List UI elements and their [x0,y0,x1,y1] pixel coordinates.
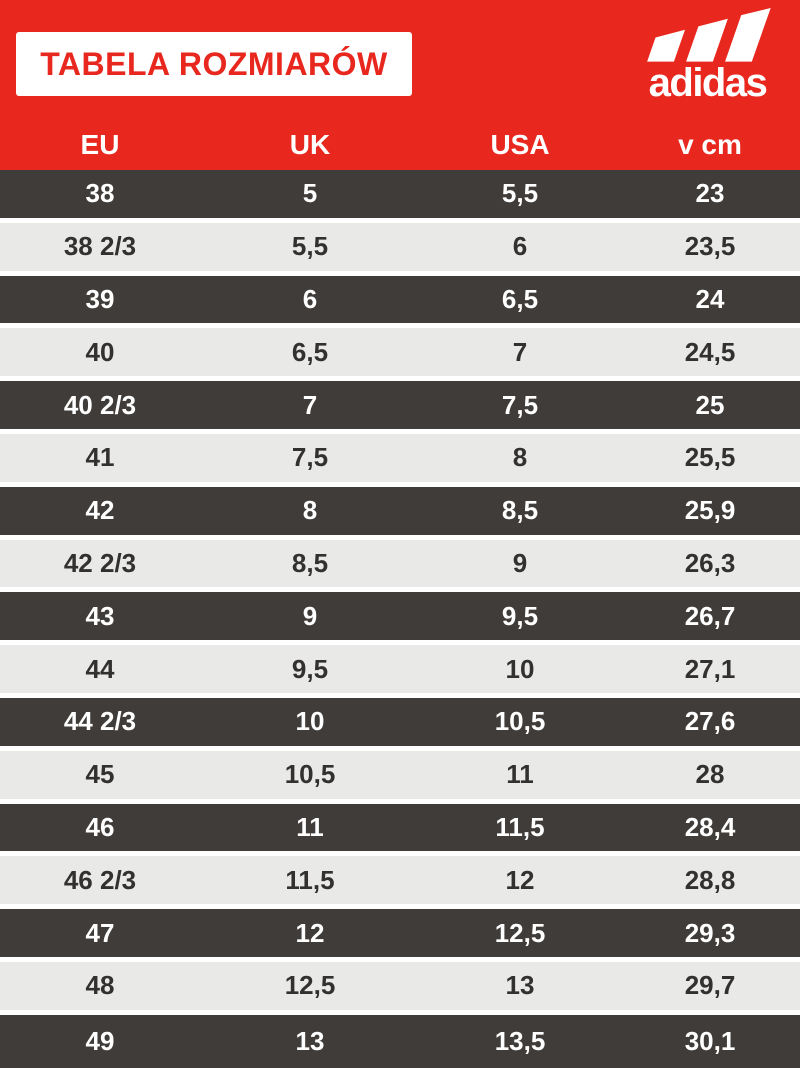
table-cell: 42 [85,495,115,526]
table-cell: 48 [85,970,115,1001]
table-cell: 7 [512,336,528,367]
adidas-logo: adidas [625,8,790,103]
table-cell: 38 [85,178,115,209]
table-cell: 24,5 [684,336,736,367]
table-cell: 23,5 [684,231,736,262]
table-cell: 9 [302,600,318,631]
table-row: 40 6,5 7 24,5 [0,328,800,382]
table-cell: 27,1 [684,653,736,684]
table-cell: 11 [506,759,534,790]
table-row: 44 9,5 10 27,1 [0,645,800,698]
table-cell: 39 [85,283,115,314]
table-cell: 26,3 [684,547,736,578]
table-row: 49 13 13,5 30,1 [0,1014,800,1068]
table-cell: 25 [695,389,725,420]
table-cell: 10 [505,653,535,684]
table-cell: 13 [295,1025,325,1056]
adidas-stripes-icon [646,8,771,62]
table-cell: 45 [85,759,115,790]
table-cell: 6,5 [501,283,539,314]
table-cell: 30,1 [684,1025,736,1056]
table-cell: 25,9 [684,495,736,526]
table-cell: 26,7 [684,600,736,631]
table-row: 39 6 6,5 24 [0,275,800,329]
table-cell: 46 2/3 [63,864,137,895]
table-cell: 46 [85,811,115,842]
column-header-cm: v cm [678,129,742,160]
table-cell: 11 [296,811,324,842]
table-row: 38 5 5,5 23 [0,170,800,223]
table-cell: 8,5 [291,547,329,578]
table-cell: 12 [505,864,535,895]
table-cell: 10,5 [284,759,336,790]
page-title: TABELA ROZMIARÓW [40,45,388,82]
table-cell: 9,5 [291,653,329,684]
column-header-usa: USA [490,129,550,160]
table-cell: 7,5 [291,442,329,473]
table-cell: 47 [85,917,115,948]
table-cell: 11,5 [285,864,335,895]
header: TABELA ROZMIARÓW adidas EU UK USA v cm [0,0,800,170]
table-cell: 23 [695,178,725,209]
table-row: 47 12 12,5 29,3 [0,909,800,962]
table-cell: 29,7 [684,970,736,1001]
table-cell: 6,5 [291,336,329,367]
table-cell: 5,5 [291,231,329,262]
table-row: 46 11 11,5 28,4 [0,803,800,857]
adidas-wordmark: adidas [648,61,768,105]
table-cell: 43 [85,600,115,631]
column-header-uk: UK [289,129,331,160]
table-cell: 7,5 [501,389,539,420]
table-cell: 7 [302,389,318,420]
size-table: 38 5 5,5 23 38 2/3 5,5 6 23,5 39 6 6,5 24 40 6,5 7 24,5… [0,170,800,1068]
table-cell: 8 [302,495,318,526]
table-cell: 5 [302,178,318,209]
table-cell: 5,5 [501,178,539,209]
table-cell: 10,5 [494,706,546,737]
table-row: 41 7,5 8 25,5 [0,433,800,487]
table-cell: 49 [85,1025,115,1056]
table-cell: 40 [85,336,115,367]
table-cell: 44 2/3 [63,706,137,737]
column-header-eu: EU [80,129,120,160]
table-cell: 12,5 [284,970,336,1001]
table-cell: 10 [295,706,325,737]
table-cell: 38 2/3 [63,231,137,262]
table-cell: 13,5 [494,1025,546,1056]
table-cell: 27,6 [684,706,736,737]
table-cell: 12,5 [494,917,546,948]
table-cell: 9 [512,547,528,578]
table-cell: 25,5 [684,442,736,473]
table-row: 46 2/3 11,5 12 28,8 [0,856,800,910]
table-cell: 28,8 [684,864,736,895]
table-row: 48 12,5 13 29,7 [0,961,800,1015]
table-row: 42 8 8,5 25,9 [0,486,800,540]
table-cell: 24 [695,283,725,314]
table-cell: 6 [302,283,318,314]
table-cell: 8,5 [501,495,539,526]
table-cell: 13 [505,970,535,1001]
table-cell: 42 2/3 [63,547,137,578]
table-cell: 12 [295,917,325,948]
table-cell: 28 [695,759,725,790]
table-row: 38 2/3 5,5 6 23,5 [0,222,800,276]
table-row: 45 10,5 11 28 [0,750,800,804]
table-row: 43 9 9,5 26,7 [0,592,800,646]
table-cell: 41 [85,442,115,473]
table-row: 44 2/3 10 10,5 27,6 [0,697,800,751]
column-header-row: EU UK USA v cm [0,120,800,170]
title-box: TABELA ROZMIARÓW [16,32,412,96]
table-cell: 44 [85,653,115,684]
table-cell: 28,4 [684,811,736,842]
table-cell: 11,5 [495,811,545,842]
table-cell: 29,3 [684,917,736,948]
table-cell: 9,5 [501,600,539,631]
table-row: 40 2/3 7 7,5 25 [0,381,800,434]
table-cell: 40 2/3 [63,389,137,420]
table-cell: 8 [512,442,528,473]
table-row: 42 2/3 8,5 9 26,3 [0,539,800,593]
table-cell: 6 [512,231,528,262]
